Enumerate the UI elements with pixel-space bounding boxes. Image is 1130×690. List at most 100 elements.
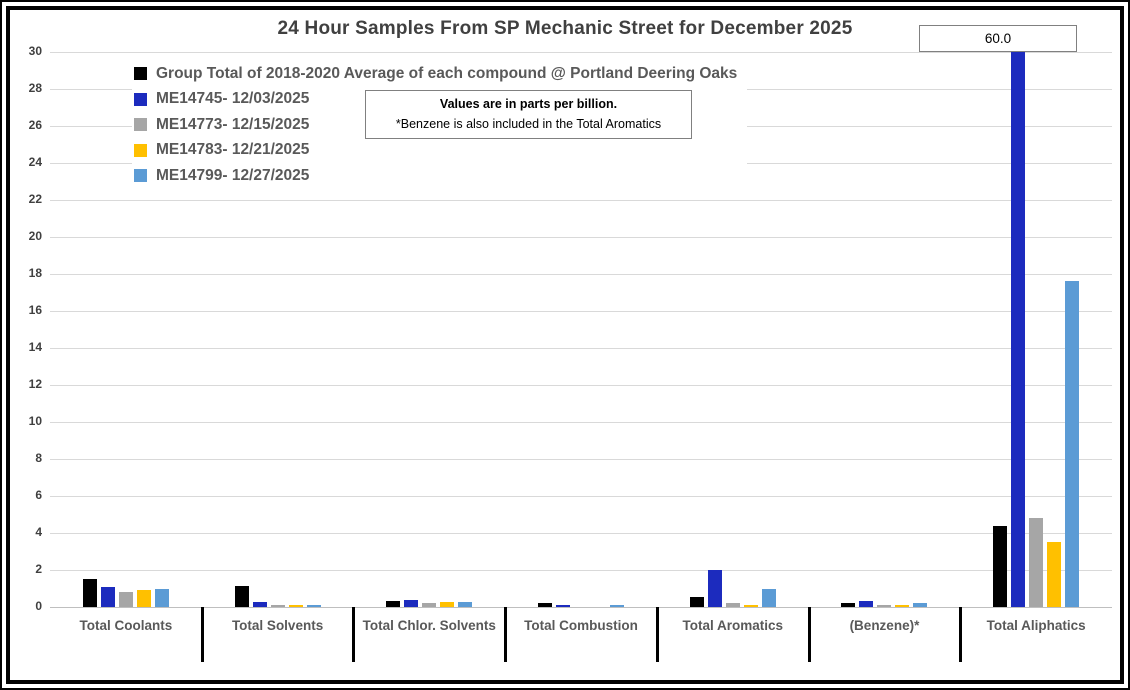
overflow-value-callout: 60.0 (919, 25, 1077, 52)
bar (859, 600, 874, 607)
category-label: Total Combustion (524, 618, 638, 633)
bar (761, 589, 776, 607)
bar (234, 585, 249, 607)
category-label: (Benzene)* (849, 618, 920, 633)
y-axis-tick-label: 2 (35, 562, 42, 576)
legend-row: ME14745- 12/03/2025 (134, 87, 737, 113)
bar-group (505, 52, 657, 607)
y-axis-tick-label: 0 (35, 599, 42, 613)
legend-row: Group Total of 2018-2020 Average of each… (134, 61, 737, 87)
bar (458, 601, 473, 607)
bar (1029, 518, 1044, 607)
y-axis-tick-label: 10 (28, 414, 42, 428)
gridline (50, 496, 1112, 497)
bar (440, 601, 455, 607)
bar-groups (50, 52, 1112, 607)
bar (288, 605, 303, 607)
note-line-1: Values are in parts per billion. (439, 97, 618, 112)
bar (707, 570, 722, 607)
gridline (50, 570, 1112, 571)
category-label: Total Aromatics (682, 618, 783, 633)
group-separator (807, 607, 811, 662)
y-axis-tick-label: 6 (35, 488, 42, 502)
gridline (50, 274, 1112, 275)
y-axis-tick-label: 22 (28, 192, 42, 206)
legend-swatch-icon (134, 118, 147, 132)
bar (404, 599, 419, 607)
bar (538, 603, 553, 607)
bar (100, 586, 115, 607)
y-axis-tick-label: 20 (28, 229, 42, 243)
bar (877, 605, 892, 607)
gridline (50, 422, 1112, 423)
bar-group (809, 52, 961, 607)
bar (993, 525, 1008, 607)
y-axis-tick-label: 28 (28, 81, 42, 95)
bar (154, 589, 169, 607)
legend-swatch-icon (134, 143, 147, 157)
bar (1047, 542, 1062, 607)
legend-swatch-icon (134, 92, 147, 106)
legend-swatch-icon (134, 67, 147, 81)
group-separator (504, 607, 508, 662)
bar (422, 603, 437, 607)
category-label: Total Chlor. Solvents (362, 618, 496, 633)
bar (270, 605, 285, 607)
bar (689, 596, 704, 607)
gridline (50, 533, 1112, 534)
category-labels: Total Coolants Total Solvents Total Chlor.… (50, 618, 1112, 633)
gridline (50, 200, 1112, 201)
gridline (50, 237, 1112, 238)
y-axis-tick-label: 8 (35, 451, 42, 465)
bar-group (353, 52, 505, 607)
y-axis-tick-label: 12 (28, 377, 42, 391)
plot-area (50, 52, 1112, 608)
category-label: Total Aliphatics (986, 618, 1086, 633)
legend-label: Group Total of 2018-2020 Average of each… (156, 64, 738, 82)
legend-label: ME14745- 12/03/2025 (156, 90, 310, 108)
bar-group (202, 52, 354, 607)
y-axis-tick-label: 4 (35, 525, 42, 539)
bar (82, 579, 97, 607)
bar (1065, 281, 1080, 607)
bar (556, 605, 571, 607)
bar-group (50, 52, 202, 607)
bar (895, 605, 910, 607)
note-line-2: *Benzene is also included in the Total A… (395, 116, 662, 131)
y-axis-tick-label: 24 (28, 155, 42, 169)
legend-row: ME14799- 12/27/2025 (134, 163, 737, 189)
bar (610, 605, 625, 607)
group-separator (959, 607, 963, 662)
bar-group (657, 52, 809, 607)
y-axis-tick-label: 26 (28, 118, 42, 132)
legend-label: ME14799- 12/27/2025 (156, 166, 310, 184)
category-label: Total Solvents (231, 618, 324, 633)
bar-group (960, 52, 1112, 607)
gridline (50, 385, 1112, 386)
x-axis-line (50, 607, 1112, 608)
bar (118, 592, 133, 607)
bar (252, 602, 267, 607)
group-separator (352, 607, 356, 662)
y-axis-tick-label: 16 (28, 303, 42, 317)
y-axis-tick-label: 18 (28, 266, 42, 280)
gridline (50, 311, 1112, 312)
chart-title: 24 Hour Samples From SP Mechanic Street … (277, 18, 853, 39)
legend-label: ME14783- 12/21/2025 (156, 141, 310, 159)
legend-label: ME14773- 12/15/2025 (156, 115, 310, 133)
gridline (50, 459, 1112, 460)
bar (1011, 52, 1026, 607)
bar (136, 590, 151, 607)
gridline (50, 52, 1112, 53)
bar (913, 603, 928, 607)
group-separator (200, 607, 204, 662)
legend-swatch-icon (134, 169, 147, 183)
category-label: Total Coolants (79, 618, 173, 633)
bar (386, 600, 401, 607)
bar (743, 605, 758, 607)
y-axis-tick-label: 30 (28, 44, 42, 58)
y-axis-tick-label: 14 (28, 340, 42, 354)
gridline (50, 348, 1112, 349)
bar (725, 603, 740, 607)
